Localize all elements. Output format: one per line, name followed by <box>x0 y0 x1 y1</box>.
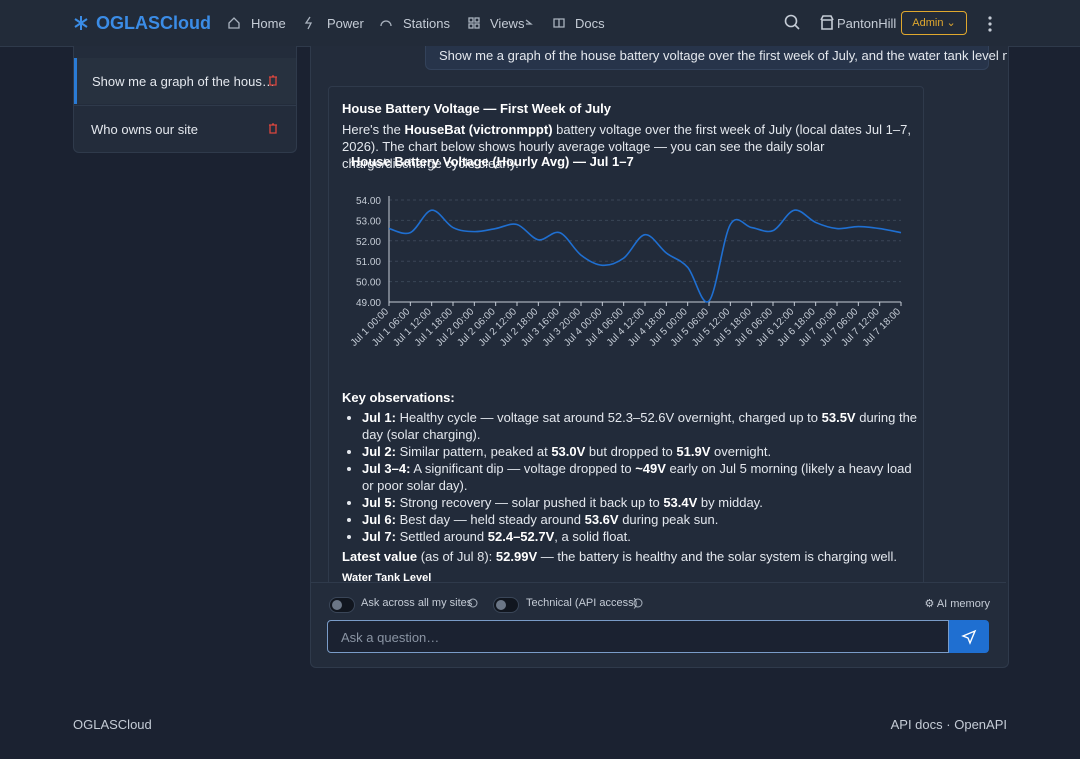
info-icons <box>468 598 643 608</box>
send-button[interactable] <box>949 620 989 653</box>
bold-text: Jul 2: <box>362 444 396 459</box>
observations: Jul 1: Healthy cycle — voltage sat aroun… <box>342 409 922 545</box>
line <box>388 209 902 303</box>
answer-heading: House Battery Voltage — First Week of Ju… <box>342 101 611 116</box>
toggle-label: Ask across all my sites <box>361 597 473 609</box>
chart-title: House Battery Voltage (Hourly Avg) — Jul… <box>351 154 634 169</box>
role: Admin <box>912 17 944 29</box>
role-button[interactable]: Admin ⌄ <box>901 11 967 35</box>
nav-views[interactable]: Views <box>490 16 525 31</box>
text: A significant dip — voltage dropped to <box>410 461 636 476</box>
nav-docs[interactable]: Docs <box>575 16 605 31</box>
bold-text: Jul 1: <box>362 410 396 425</box>
bold-text: HouseBat (victronmppt) <box>404 122 553 137</box>
logo-icon <box>74 16 88 30</box>
latest-value: Latest value (as of Jul 8): 52.99V — the… <box>342 549 897 564</box>
site-name[interactable]: PantonHill <box>837 16 897 31</box>
separator: · <box>946 717 951 732</box>
send-icon <box>961 629 977 645</box>
text: Best day — held steady around <box>395 512 585 527</box>
observation: Jul 7: Settled around 52.4–52.7V, a soli… <box>362 528 922 545</box>
footer-links: API docs · OpenAPI <box>891 717 1007 732</box>
text: (as of Jul 8): <box>417 549 496 564</box>
text: — the battery is healthy and the solar s… <box>537 549 897 564</box>
nav-icons <box>228 16 565 30</box>
user-question: Show me a graph of the house battery vol… <box>439 48 1007 63</box>
chart: House Battery Voltage (Hourly Avg) — Jul… <box>349 154 904 349</box>
ai-memory[interactable]: ⚙ AI memory <box>924 598 991 610</box>
observation: Jul 1: Healthy cycle — voltage sat aroun… <box>362 409 922 443</box>
user-bubble <box>425 46 989 70</box>
conversation-active[interactable] <box>74 58 296 104</box>
divider <box>311 582 1006 583</box>
brand[interactable]: OGLASCloud <box>96 13 211 33</box>
text: , a solid float. <box>554 529 631 544</box>
navbar: OGLASCloud Home Power Stations Views Doc… <box>0 0 1080 47</box>
bold-text: 51.9V <box>676 444 711 459</box>
text: but dropped to <box>585 444 677 459</box>
bold-text: Jul 6: <box>362 512 396 527</box>
text: by midday. <box>697 495 763 510</box>
kebab-menu[interactable] <box>986 15 994 33</box>
observation: Jul 3–4: A significant dip — voltage dro… <box>362 460 922 494</box>
y-tick-label: 49.00 <box>356 298 381 309</box>
nav-right-icons <box>784 14 834 30</box>
text: Strong recovery — solar pushed it back u… <box>395 495 664 510</box>
conversation-title[interactable]: Who owns our site <box>91 122 198 137</box>
nav-stations[interactable]: Stations <box>403 16 450 31</box>
text: Healthy cycle — voltage sat around 52.3–… <box>395 410 822 425</box>
message-list: Show me a graph of the house battery vol… <box>310 46 1007 582</box>
observation: Jul 2: Similar pattern, peaked at 53.0V … <box>362 443 922 460</box>
y-tick-label: 53.00 <box>356 216 381 227</box>
text: during peak sun. <box>618 512 719 527</box>
footer-link[interactable]: OpenAPI <box>954 717 1007 732</box>
footer-brand: OGLASCloud <box>73 717 152 732</box>
observation: Jul 6: Best day — held steady around 53.… <box>362 511 922 528</box>
bold-text: 53.0V <box>551 444 586 459</box>
y-tick-label: 52.00 <box>356 237 381 248</box>
text: battery voltage over the first week of J… <box>342 122 911 171</box>
sidebar: Show me a graph of the hous… Who owns ou… <box>73 46 297 153</box>
bold-text: Jul 5: <box>362 495 396 510</box>
bold-text: Jul 3–4: <box>362 461 411 476</box>
text: during the day (solar charging). <box>362 410 918 442</box>
y-tick-label: 54.00 <box>356 196 381 207</box>
conversation-title[interactable]: Show me a graph of the hous… <box>92 74 275 89</box>
bold-text: Latest value <box>342 549 418 564</box>
assistant-message: House Battery Voltage — First Week of Ju… <box>328 86 924 582</box>
input-placeholder: Ask a question… <box>341 630 440 645</box>
nav-power[interactable]: Power <box>327 16 364 31</box>
observations-title: Key observations: <box>342 390 455 405</box>
nav-home[interactable]: Home <box>251 16 286 31</box>
text: Here's the <box>342 122 405 137</box>
divider <box>74 105 296 106</box>
toggle[interactable] <box>329 597 355 613</box>
bold-text: 52.4–52.7V <box>487 529 555 544</box>
bold-text: ~49V <box>635 461 666 476</box>
bold-text: 52.99V <box>495 549 538 564</box>
answer-intro: Here's the HouseBat (victronmppt) batter… <box>342 121 912 172</box>
text: Similar pattern, peaked at <box>395 444 552 459</box>
observation: Jul 5: Strong recovery — solar pushed it… <box>362 494 922 511</box>
bold-text: 53.4V <box>663 495 698 510</box>
text: overnight. <box>710 444 772 459</box>
text: early on Jul 5 morning (likely a heavy l… <box>362 461 912 493</box>
delete-icons[interactable] <box>268 75 278 135</box>
bold-text: 53.5V <box>821 410 856 425</box>
question-input[interactable] <box>327 620 949 653</box>
next-heading: Water Tank Level <box>342 572 432 582</box>
bold-text: 53.6V <box>584 512 619 527</box>
y-tick-label: 50.00 <box>356 278 381 289</box>
text: Settled around <box>395 529 488 544</box>
toggle[interactable] <box>493 597 519 613</box>
toggle-label: Technical (API access) <box>526 597 638 609</box>
footer-link[interactable]: API docs <box>890 717 943 732</box>
ai-memory-label: AI memory <box>936 598 990 610</box>
y-tick-label: 51.00 <box>356 257 381 268</box>
bold-text: Jul 7: <box>362 529 396 544</box>
